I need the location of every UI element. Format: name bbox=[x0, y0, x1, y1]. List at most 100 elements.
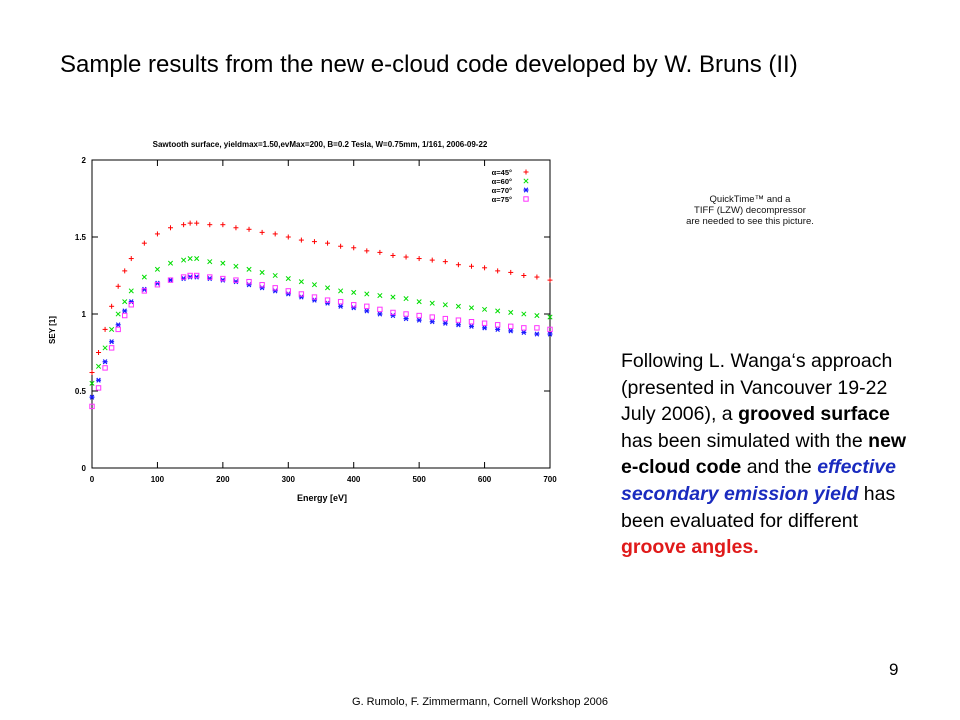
data-point bbox=[115, 311, 121, 317]
data-point bbox=[534, 325, 540, 331]
data-point bbox=[220, 275, 226, 282]
data-point bbox=[547, 326, 553, 333]
data-point bbox=[351, 289, 357, 295]
data-point bbox=[403, 254, 409, 260]
x-tick-label: 100 bbox=[151, 475, 165, 484]
data-point bbox=[154, 280, 160, 286]
x-tick-label: 600 bbox=[478, 475, 492, 484]
data-point bbox=[181, 257, 187, 263]
data-point bbox=[495, 308, 501, 314]
data-point bbox=[246, 226, 252, 232]
data-point bbox=[521, 329, 527, 336]
data-point bbox=[324, 297, 331, 303]
x-tick-label: 400 bbox=[347, 475, 361, 484]
data-point bbox=[220, 222, 226, 228]
data-point bbox=[338, 303, 344, 309]
data-point bbox=[468, 305, 475, 311]
data-point bbox=[141, 286, 147, 292]
data-point bbox=[122, 299, 128, 305]
data-point bbox=[298, 237, 304, 243]
data-point bbox=[220, 277, 226, 283]
data-point bbox=[233, 263, 239, 269]
data-point bbox=[338, 243, 344, 249]
data-point bbox=[442, 320, 448, 326]
data-point bbox=[115, 322, 121, 328]
desc-part-4: has been evaluated for different bbox=[621, 482, 896, 532]
data-point bbox=[128, 288, 134, 294]
data-point bbox=[187, 272, 193, 279]
data-point bbox=[298, 291, 305, 297]
data-point bbox=[154, 282, 161, 288]
data-point bbox=[390, 252, 396, 258]
data-point bbox=[141, 288, 148, 294]
data-point bbox=[481, 320, 488, 326]
data-point bbox=[508, 269, 514, 275]
data-point bbox=[96, 377, 102, 383]
data-point bbox=[442, 259, 448, 265]
data-point bbox=[455, 262, 461, 268]
y-tick-label: 1 bbox=[82, 310, 87, 319]
data-point bbox=[429, 300, 435, 306]
data-point bbox=[429, 319, 435, 325]
data-point bbox=[429, 314, 435, 320]
data-point bbox=[128, 299, 134, 305]
data-point bbox=[364, 303, 370, 310]
data-point bbox=[220, 260, 226, 266]
desc-part-3: and the bbox=[741, 456, 818, 479]
quicktime-placeholder: QuickTime™ and a TIFF (LZW) decompressor… bbox=[660, 194, 840, 227]
x-axis-label: Energy [eV] bbox=[297, 493, 347, 503]
x-tick-label: 300 bbox=[282, 475, 296, 484]
data-point bbox=[102, 345, 108, 351]
data-point bbox=[246, 278, 252, 285]
data-point bbox=[89, 370, 95, 376]
data-point bbox=[547, 277, 553, 283]
data-point bbox=[95, 385, 102, 391]
data-point bbox=[168, 225, 174, 231]
data-point bbox=[285, 291, 291, 297]
data-point bbox=[324, 285, 331, 291]
data-point bbox=[167, 277, 174, 283]
x-tick-label: 700 bbox=[543, 475, 557, 484]
y-tick-label: 0.5 bbox=[75, 387, 87, 396]
data-point bbox=[272, 288, 278, 294]
data-point bbox=[298, 294, 304, 300]
desc-bold-grooved: grooved surface bbox=[738, 403, 890, 426]
data-point bbox=[194, 274, 200, 280]
data-point bbox=[337, 298, 344, 305]
data-point bbox=[416, 317, 422, 323]
data-point bbox=[468, 263, 474, 269]
data-point bbox=[181, 222, 187, 228]
data-point bbox=[89, 380, 95, 386]
data-point bbox=[207, 222, 213, 228]
data-point bbox=[109, 303, 115, 309]
page-number: 9 bbox=[889, 660, 899, 679]
slide-title: Sample results from the new e-cloud code… bbox=[60, 51, 798, 78]
desc-red-angles: groove angles. bbox=[621, 536, 759, 559]
data-point bbox=[141, 240, 147, 246]
legend-marker bbox=[523, 178, 529, 184]
qt-line-3: are needed to see this picture. bbox=[686, 216, 814, 227]
legend-marker bbox=[523, 187, 529, 193]
description-text: Following L. Wanga‘s approach (presented… bbox=[621, 348, 921, 561]
data-point bbox=[285, 234, 291, 240]
data-point bbox=[259, 229, 265, 235]
data-point bbox=[194, 256, 200, 262]
legend-label: α=45° bbox=[492, 168, 512, 177]
data-point bbox=[390, 312, 396, 319]
data-point bbox=[377, 306, 383, 313]
data-point bbox=[187, 256, 193, 262]
data-point bbox=[187, 274, 193, 280]
data-point bbox=[482, 306, 488, 312]
data-point bbox=[259, 282, 265, 288]
data-point bbox=[194, 220, 200, 226]
y-tick-label: 1.5 bbox=[75, 233, 87, 242]
data-point bbox=[534, 312, 540, 319]
data-point bbox=[272, 285, 278, 291]
data-point bbox=[180, 274, 187, 280]
data-point bbox=[403, 296, 409, 302]
data-point bbox=[285, 276, 291, 282]
data-point bbox=[122, 268, 128, 274]
data-point bbox=[377, 292, 383, 299]
data-point bbox=[403, 311, 409, 317]
data-point bbox=[351, 305, 357, 311]
